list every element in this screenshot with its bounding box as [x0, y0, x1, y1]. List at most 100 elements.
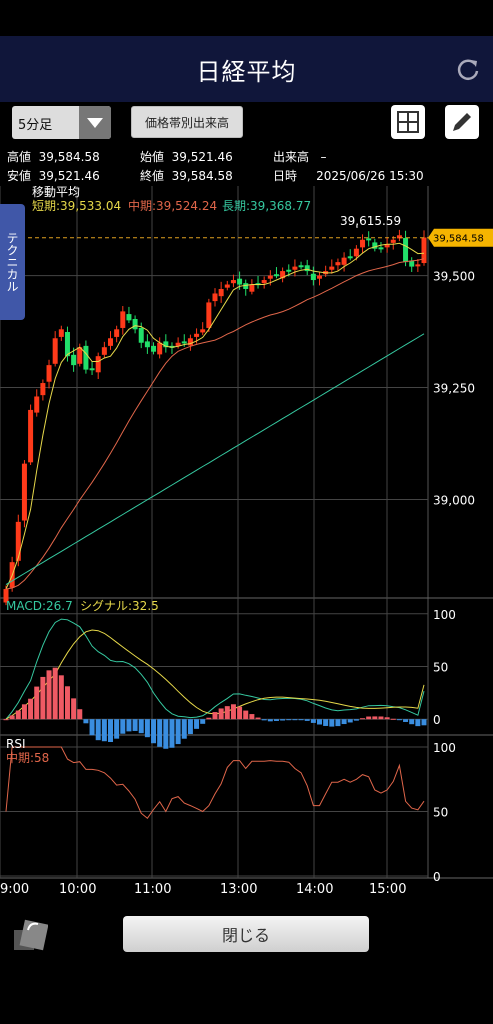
macd-histogram-bar — [329, 719, 335, 727]
macd-histogram-bar — [224, 706, 230, 720]
candle-body — [194, 333, 200, 337]
macd-histogram-bar — [421, 719, 427, 726]
macd-histogram-bar — [126, 719, 132, 732]
macd-histogram-bar — [132, 719, 138, 731]
macd-histogram-bar — [347, 719, 353, 723]
short-ma-line — [5, 242, 425, 590]
technical-tab[interactable]: テクニカル — [0, 204, 25, 320]
candle-body — [108, 338, 113, 346]
refresh-icon[interactable] — [455, 56, 481, 82]
candle-body — [267, 275, 273, 279]
interval-select[interactable]: 5分足 — [12, 106, 111, 139]
macd-histogram-bar — [28, 698, 34, 720]
candle-body — [353, 248, 359, 257]
app-header: 日経平均 — [0, 36, 493, 102]
macd-histogram-bar — [163, 719, 169, 749]
candle-body — [144, 341, 150, 348]
macd-histogram-bar — [286, 719, 292, 721]
candle-body — [157, 342, 163, 355]
macd-histogram-bar — [175, 719, 181, 745]
candle-body — [163, 341, 169, 348]
macd-histogram-bar — [89, 719, 95, 736]
macd-histogram-bar — [378, 716, 384, 720]
rotate-screen-icon[interactable] — [12, 918, 48, 952]
macd-histogram-bar — [46, 670, 52, 720]
macd-histogram-bar — [218, 708, 224, 720]
candle-body — [89, 368, 95, 371]
candle-body — [224, 284, 230, 288]
macd-histogram-bar — [261, 719, 267, 721]
candle-body — [249, 284, 255, 292]
candle-body — [286, 269, 292, 272]
rsi-tick-label: 100 — [433, 741, 456, 755]
macd-histogram-bar — [40, 676, 46, 720]
candle-body — [390, 239, 396, 243]
status-bar — [0, 0, 493, 36]
candle-body — [298, 265, 304, 268]
macd-histogram-bar — [52, 667, 58, 720]
candle-body — [261, 280, 267, 284]
open-row: 始値 39,521.46 — [140, 150, 233, 164]
candle-body — [3, 589, 9, 603]
candle-body — [212, 293, 218, 302]
candle-body — [101, 347, 107, 355]
candle-body — [52, 338, 58, 364]
close-value: 39,584.58 — [171, 169, 233, 183]
candle-body — [273, 274, 279, 277]
candle-body — [384, 244, 390, 248]
macd-histogram-bar — [181, 719, 187, 739]
candle-body — [187, 338, 193, 346]
macd-histogram-bar — [353, 719, 359, 721]
price-volume-button[interactable]: 価格帯別出来高 — [131, 106, 243, 138]
macd-histogram-bar — [71, 698, 77, 720]
signal-legend: シグナル:32.5 — [80, 599, 159, 613]
layout-grid-button[interactable] — [391, 105, 425, 139]
ma-legend: 長期:39,368.77 — [222, 199, 311, 213]
candle-body — [34, 396, 40, 413]
macd-histogram-bar — [403, 719, 409, 722]
candle-body — [237, 278, 243, 285]
grid-icon — [397, 111, 419, 133]
macd-histogram-bar — [3, 719, 9, 721]
macd-histogram-bar — [273, 719, 279, 721]
candle-body — [40, 383, 46, 396]
mid-ma-line — [5, 258, 425, 590]
candle-body — [132, 319, 138, 330]
macd-histogram-bar — [366, 716, 372, 720]
candle-body — [360, 239, 366, 248]
macd-histogram-bar — [255, 717, 261, 720]
rsi-title: RSI — [6, 737, 26, 751]
macd-histogram-bar — [9, 715, 15, 720]
macd-histogram-bar — [194, 719, 200, 729]
candle-body — [409, 260, 415, 267]
ma-legend: 中期:39,524.24 — [128, 198, 217, 213]
macd-histogram-bar — [83, 719, 89, 724]
time-tick-label: 13:00 — [220, 882, 257, 897]
macd-histogram-bar — [409, 719, 415, 725]
macd-histogram-bar — [101, 719, 107, 742]
candle-body — [378, 247, 384, 250]
macd-histogram-bar — [292, 719, 298, 721]
candle-body — [46, 365, 52, 382]
macd-tick-label: 0 — [433, 713, 441, 727]
macd-histogram-bar — [120, 719, 126, 734]
macd-histogram-bar — [230, 704, 236, 720]
interval-value: 5分足 — [18, 118, 53, 133]
macd-histogram-bar — [249, 714, 255, 720]
macd-line — [5, 618, 425, 720]
close-row: 終値 39,584.58 — [140, 169, 233, 183]
macd-histogram-bar — [108, 719, 113, 743]
candle-body — [372, 242, 378, 249]
macd-histogram-bar — [114, 719, 120, 739]
rsi-tick-label: 50 — [433, 806, 448, 820]
candle-body — [396, 235, 402, 239]
candle-body — [341, 257, 347, 265]
low-value: 39,521.46 — [38, 169, 100, 183]
candle-body — [77, 347, 83, 364]
candle-body — [21, 463, 27, 521]
macd-histogram-bar — [310, 719, 316, 723]
draw-button[interactable] — [445, 105, 479, 139]
macd-histogram-bar — [237, 706, 243, 720]
close-button[interactable]: 閉じる — [123, 916, 369, 952]
